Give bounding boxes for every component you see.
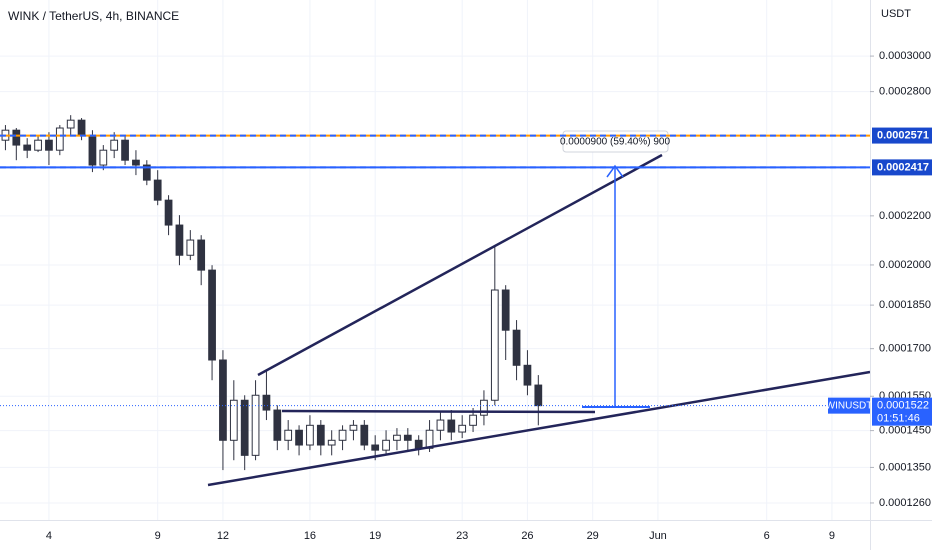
candle-body (512, 329, 521, 366)
candle-body (360, 424, 369, 446)
candle-body (349, 424, 358, 431)
measure-label: 0.0000900 (59.40%) 900 (560, 137, 671, 148)
y-tick-label: 0.0002800 (879, 86, 931, 98)
candle-body (447, 419, 456, 433)
symbol-label: WINUSDT (826, 400, 873, 411)
last-price-box (872, 397, 932, 426)
candle-body (197, 239, 206, 271)
candle-body (55, 127, 64, 151)
candle-body (142, 164, 151, 181)
candle-body (208, 269, 216, 361)
candle-body (458, 424, 467, 433)
candle-body (219, 359, 227, 441)
candle-body (45, 139, 53, 151)
x-tick-label: 26 (521, 530, 533, 542)
candle-body (132, 159, 140, 166)
candle-body (175, 224, 184, 256)
candle-body (534, 384, 543, 407)
price-label-box (872, 159, 932, 176)
candle-body (121, 139, 129, 161)
price-label: 0.0002417 (877, 161, 929, 173)
candle-body (99, 149, 108, 166)
candle-body (251, 394, 260, 456)
candle-body (480, 399, 488, 416)
candle-body (240, 399, 249, 456)
candle-body (77, 119, 86, 136)
candle-body (393, 434, 401, 441)
y-tick-label: 0.0001700 (879, 343, 931, 355)
candle-body (295, 429, 303, 446)
candles (1, 115, 543, 471)
candle-body (23, 144, 32, 151)
candle-body (436, 419, 445, 431)
x-tick-label: 23 (456, 530, 468, 542)
grid (0, 0, 870, 520)
candle-body (414, 439, 423, 449)
last-price-label: 0.0001522 (877, 400, 929, 412)
candle-body (338, 429, 347, 441)
candle-body (316, 424, 325, 446)
trend-line (207, 370, 871, 487)
candle-body (273, 409, 282, 441)
candle-body (403, 434, 412, 441)
candle-body (469, 414, 477, 426)
candle-body (88, 134, 97, 166)
countdown-label: 01:51:46 (877, 413, 920, 425)
y-unit: USDT (881, 8, 911, 20)
price-label-box (872, 127, 932, 144)
candle-body (523, 364, 532, 386)
chart-title: WINK / TetherUS, 4h, BINANCE (8, 9, 179, 23)
y-tick-label: 0.0002200 (879, 210, 931, 222)
trend-line (257, 153, 663, 377)
overlay: 0.0002571 0.0002417 WINUSDT 0.000152201:51:… (0, 127, 932, 426)
candle-body (34, 139, 42, 151)
candle-body (371, 444, 380, 451)
x-tick-label: 19 (369, 530, 381, 542)
candle-body (306, 424, 314, 446)
candle-body (490, 289, 499, 401)
y-tick-label: 0.0001850 (879, 299, 931, 311)
candle-body (284, 429, 293, 441)
x-tick-label: 6 (764, 530, 770, 542)
symbol-box (828, 397, 870, 414)
x-tick-label: Jun (649, 530, 667, 542)
measure-arrow-head (606, 164, 624, 178)
x-tick-label: 29 (587, 530, 599, 542)
price-label: 0.0002571 (877, 129, 929, 141)
candle-body (501, 289, 510, 331)
candle-body (262, 394, 271, 411)
candle-body (186, 239, 195, 256)
x-tick-label: 16 (304, 530, 316, 542)
y-tick-label: 0.0001260 (879, 497, 931, 509)
candle-body (12, 129, 21, 146)
y-tick-label: 0.0002000 (879, 259, 931, 271)
candle-body (110, 139, 119, 151)
trend-line (281, 409, 596, 414)
y-tick-label: 0.0001350 (879, 461, 931, 473)
candle-body (229, 399, 238, 441)
y-tick-label: 0.0001450 (879, 425, 931, 437)
candle-body (327, 439, 336, 446)
y-tick-label: 0.0003000 (879, 50, 931, 62)
x-tick-label: 9 (155, 530, 161, 542)
candle-body (382, 439, 390, 451)
candle-body (164, 199, 173, 226)
candle-body (153, 179, 162, 201)
x-tick-label: 12 (217, 530, 229, 542)
x-tick-label: 9 (829, 530, 835, 542)
x-tick-label: 4 (46, 530, 52, 542)
candle-body (66, 119, 75, 129)
